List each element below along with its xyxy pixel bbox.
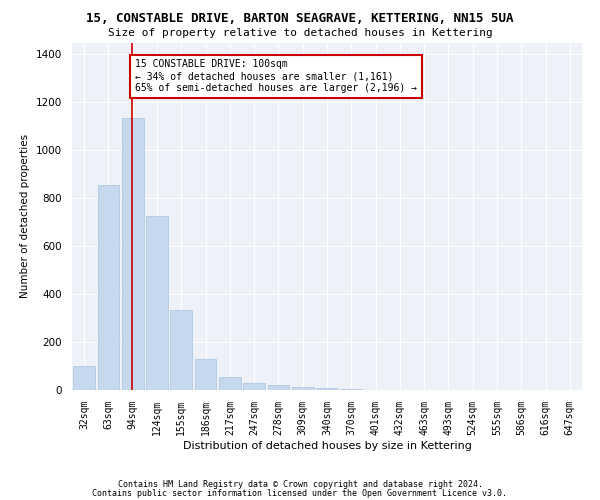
X-axis label: Distribution of detached houses by size in Kettering: Distribution of detached houses by size … — [182, 440, 472, 450]
Text: Contains HM Land Registry data © Crown copyright and database right 2024.: Contains HM Land Registry data © Crown c… — [118, 480, 482, 489]
Bar — [122, 118, 143, 390]
Text: 15 CONSTABLE DRIVE: 100sqm
← 34% of detached houses are smaller (1,161)
65% of s: 15 CONSTABLE DRIVE: 100sqm ← 34% of deta… — [135, 60, 417, 92]
Bar — [194, 359, 217, 390]
Bar — [97, 185, 119, 390]
Text: 15, CONSTABLE DRIVE, BARTON SEAGRAVE, KETTERING, NN15 5UA: 15, CONSTABLE DRIVE, BARTON SEAGRAVE, KE… — [86, 12, 514, 26]
Bar — [268, 385, 289, 390]
Bar — [219, 377, 241, 390]
Bar — [170, 310, 192, 390]
Text: Contains public sector information licensed under the Open Government Licence v3: Contains public sector information licen… — [92, 488, 508, 498]
Bar — [146, 216, 168, 390]
Y-axis label: Number of detached properties: Number of detached properties — [20, 134, 31, 298]
Bar — [340, 389, 362, 390]
Bar — [243, 383, 265, 390]
Text: Size of property relative to detached houses in Kettering: Size of property relative to detached ho… — [107, 28, 493, 38]
Bar — [316, 388, 338, 390]
Bar — [73, 366, 95, 390]
Bar — [292, 387, 314, 390]
